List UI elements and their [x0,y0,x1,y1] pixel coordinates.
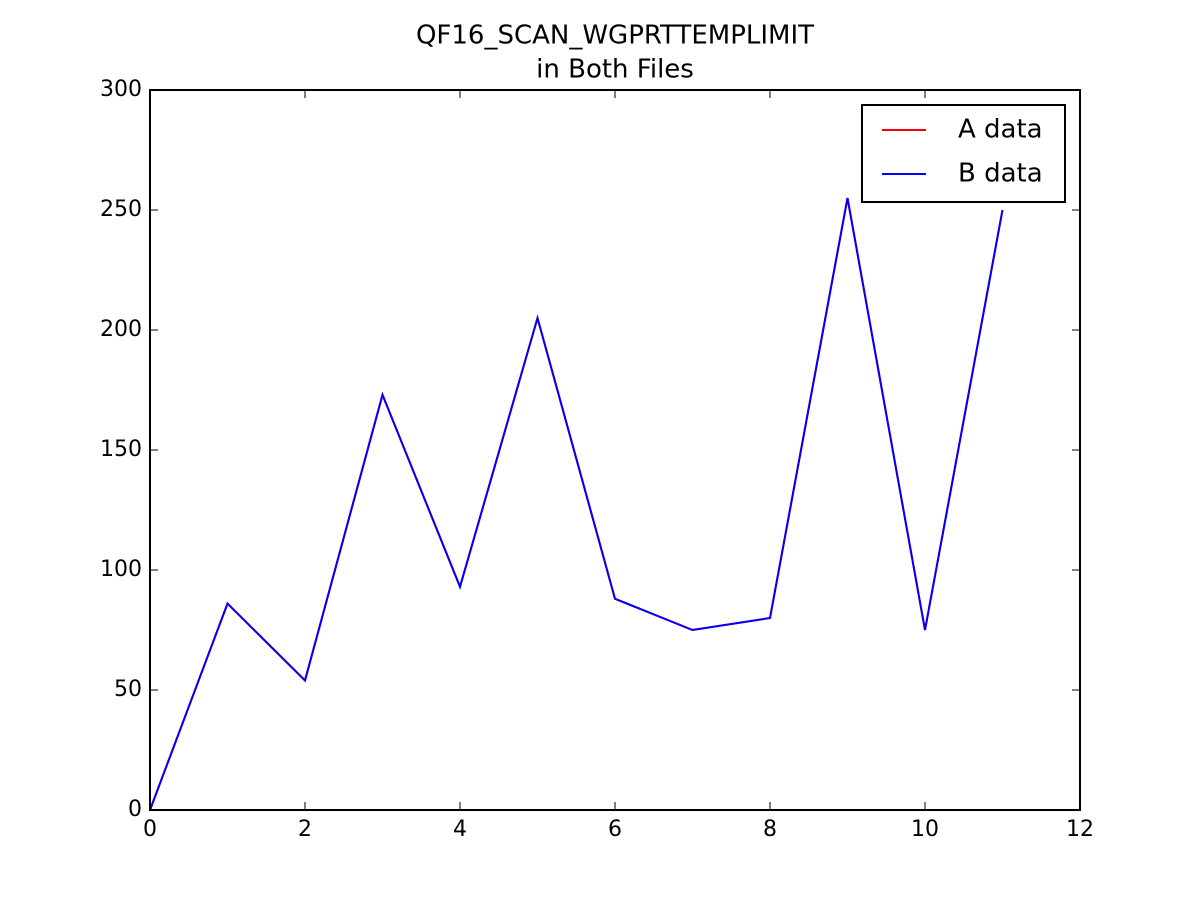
chart-title: QF16_SCAN_WGPRTTEMPLIMIT [416,21,814,51]
x-tick-label: 8 [763,817,777,842]
y-tick-label: 0 [128,797,142,822]
x-tick-label: 0 [143,817,157,842]
data-line [149,197,1004,811]
y-tick-label: 50 [114,677,142,702]
chart-title: in Both Files [536,55,694,85]
y-tick-label: 150 [100,437,142,462]
x-tick-label: 10 [911,817,939,842]
x-tick-label: 12 [1066,817,1094,842]
y-tick-label: 300 [100,77,142,102]
legend-label: A data [958,115,1043,145]
x-tick-label: 4 [453,817,467,842]
x-tick-label: 2 [298,817,312,842]
legend-label: B data [958,159,1043,189]
legend-box [861,104,1066,203]
y-tick-label: 250 [100,197,142,222]
plot-frame [149,89,1081,811]
y-tick-label: 200 [100,317,142,342]
x-tick-label: 6 [608,817,622,842]
y-tick-label: 100 [100,557,142,582]
